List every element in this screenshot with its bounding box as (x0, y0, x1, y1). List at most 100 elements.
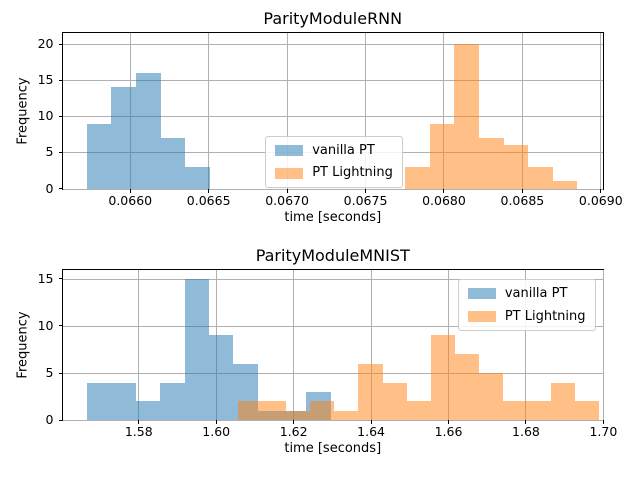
legend: vanilla PT PT Lightning (265, 135, 403, 188)
x-tick-label: 1.66 (434, 424, 463, 440)
y-tick-label: 20 (37, 36, 54, 52)
y-tick-label: 15 (37, 72, 54, 88)
x-tick-mark (129, 188, 131, 193)
histogram-bar-pt-lightning (430, 335, 455, 421)
gridline (62, 278, 603, 280)
histogram-bar-vanilla-pt (209, 335, 234, 421)
histogram-bar-vanilla-pt (135, 401, 161, 421)
y-tick-mark (58, 372, 63, 374)
gridline (62, 188, 603, 190)
subplot-parity-module-rnn: 0.0660 0.0665 0.0670 0.0675 0.0680 0.0685 0.06… (15, 9, 623, 225)
legend-item: PT Lightning (467, 308, 586, 325)
histogram-bar-pt-lightning (358, 363, 383, 421)
y-tick-mark (58, 79, 63, 81)
legend: vanilla PT PT Lightning (457, 279, 596, 332)
histogram-bar-pt-lightning (406, 401, 431, 421)
histogram-bar-pt-lightning (550, 382, 575, 421)
histogram-bar-pt-lightning (526, 401, 551, 421)
y-tick-mark (58, 325, 63, 327)
histogram-bar-pt-lightning (478, 373, 503, 421)
x-tick-label: 0.0690 (578, 192, 623, 208)
x-tick-label: 0.0685 (500, 192, 545, 208)
histogram-bar-pt-lightning (334, 410, 359, 421)
x-tick-label: 1.58 (124, 424, 153, 440)
gridline (62, 80, 603, 82)
gridline (62, 116, 603, 118)
y-tick-label: 10 (37, 318, 54, 334)
gridline (525, 270, 527, 421)
x-tick-mark (293, 420, 295, 425)
x-tick-mark (138, 420, 140, 425)
gridline (365, 32, 367, 189)
subplot-parity-module-mnist: 1.58 1.60 1.62 1.64 1.66 1.68 1.70 0 5 10 15 Parity… (15, 246, 617, 456)
x-tick-mark (215, 420, 217, 425)
x-tick-mark (525, 420, 527, 425)
legend-item: PT Lightning (275, 165, 393, 181)
legend-swatch-vanilla-pt (275, 145, 304, 157)
x-tick-mark (521, 188, 523, 193)
histogram-bar-vanilla-pt (135, 72, 161, 189)
histogram-bar-pt-lightning (574, 401, 599, 421)
x-tick-label: 0.0680 (422, 192, 466, 208)
histogram-bar-pt-lightning (286, 410, 311, 421)
histogram-bar-vanilla-pt (160, 382, 185, 421)
plot-title: ParityModuleRNN (263, 8, 403, 28)
y-tick-mark (58, 419, 63, 421)
plot-title: ParityModuleMNIST (255, 246, 410, 266)
y-tick-mark (58, 43, 63, 45)
y-tick-mark (58, 151, 63, 153)
legend-item: vanilla PT (467, 286, 586, 302)
histogram-bar-pt-lightning (382, 382, 407, 421)
legend-label: vanilla PT (504, 286, 568, 302)
x-axis-label: time [seconds] (284, 209, 382, 225)
histogram-bar-pt-lightning (503, 145, 529, 189)
y-tick-mark (58, 115, 63, 117)
x-axis-label: time [seconds] (284, 441, 382, 457)
gridline (600, 32, 602, 189)
histogram-bar-pt-lightning (528, 166, 553, 189)
x-tick-label: 1.70 (589, 424, 618, 440)
x-tick-mark (443, 188, 445, 193)
histogram-bar-pt-lightning (454, 354, 479, 421)
histogram-bar-pt-lightning (262, 401, 287, 421)
legend-swatch-pt-lightning (275, 167, 304, 179)
legend-item: vanilla PT (275, 143, 393, 159)
gridline (521, 32, 523, 189)
x-tick-mark (600, 188, 602, 193)
y-axis-label: Frequency (15, 311, 30, 379)
histogram-bar-pt-lightning (429, 123, 455, 189)
plot-area (62, 32, 603, 190)
gridline (138, 270, 140, 421)
x-tick-label: 1.68 (512, 424, 540, 440)
x-tick-label: 1.62 (279, 424, 308, 440)
y-tick-label: 10 (37, 108, 54, 124)
x-tick-label: 1.60 (202, 424, 231, 440)
x-tick-label: 0.0665 (186, 192, 231, 208)
gridline (62, 325, 603, 327)
histogram-bar-vanilla-pt (185, 166, 210, 189)
gridline (208, 32, 210, 189)
gridline (62, 44, 603, 46)
y-tick-mark (58, 188, 63, 189)
y-tick-label: 0 (45, 412, 54, 428)
plot-area (62, 270, 604, 422)
gridline (62, 373, 603, 375)
y-tick-label: 5 (45, 144, 54, 160)
y-tick-label: 0 (45, 180, 54, 196)
legend-swatch-pt-lightning (467, 311, 496, 323)
x-tick-label: 0.0670 (265, 192, 309, 208)
legend-label: PT Lightning (504, 308, 586, 324)
gridline (286, 32, 288, 189)
histogram-bar-pt-lightning (502, 401, 527, 421)
legend-label: vanilla PT (312, 142, 375, 158)
histogram-bar-vanilla-pt (87, 382, 112, 421)
histogram-bar-pt-lightning (552, 181, 578, 189)
legend-swatch-vanilla-pt (467, 288, 496, 300)
y-tick-label: 15 (37, 270, 54, 286)
x-tick-mark (370, 420, 372, 425)
histogram-bar-pt-lightning (479, 137, 504, 189)
y-tick-mark (58, 278, 63, 280)
legend-label: PT Lightning (312, 165, 393, 181)
x-tick-mark (286, 188, 288, 193)
gridline (443, 32, 445, 189)
